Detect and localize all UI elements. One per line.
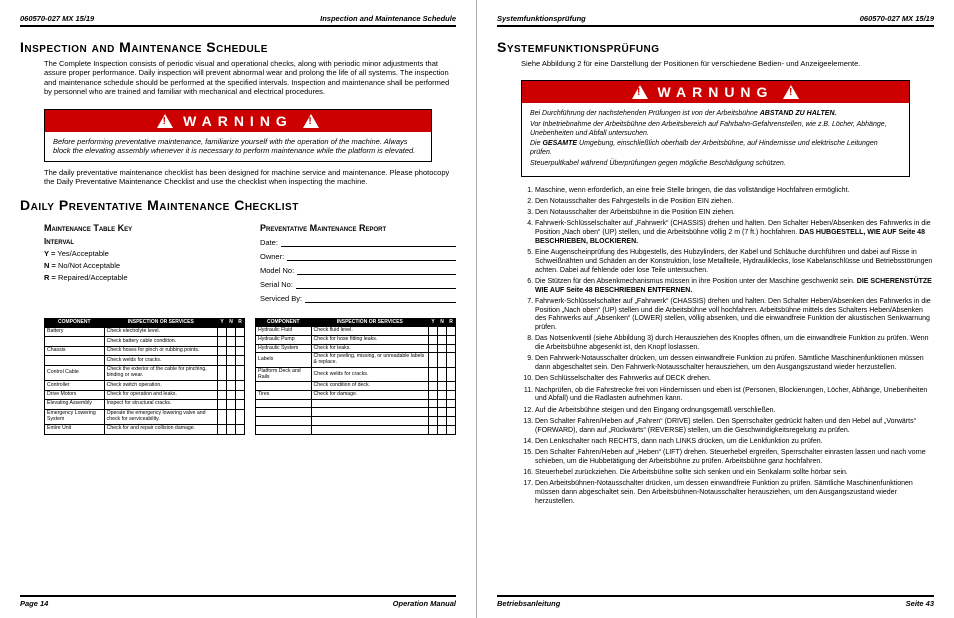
manual-name: Operation Manual: [393, 599, 456, 608]
table-row: [256, 417, 456, 426]
manual-name: Betriebsanleitung: [497, 599, 560, 608]
step-item: Auf die Arbeitsbühne steigen und den Ein…: [535, 407, 934, 416]
right-header: Systemfunktionsprüfung 060570-027 MX 15/…: [497, 14, 934, 27]
warning-triangle-icon: [632, 85, 648, 99]
right-page: Systemfunktionsprüfung 060570-027 MX 15/…: [477, 0, 954, 618]
table-row: TiresCheck for damage.: [256, 391, 456, 400]
header-title: Inspection and Maintenance Schedule: [320, 14, 456, 23]
step-item: Den Arbeitsbühnen-Notausschalter drücken…: [535, 480, 934, 506]
step-item: Den Lenkschalter nach RECHTS, dann nach …: [535, 438, 934, 447]
procedure-steps: Maschine, wenn erforderlich, an eine fre…: [521, 187, 934, 510]
page-number: Page 14: [20, 599, 48, 608]
maintenance-table-1: COMPONENTINSPECTION OR SERVICESYNRBatter…: [44, 318, 245, 435]
key-title: Maintenance Table Key: [44, 223, 240, 233]
step-item: Steuerhebel zurückziehen. Die Arbeitsbüh…: [535, 469, 934, 478]
warning-label: WARNUNG: [658, 84, 774, 100]
right-footer: Betriebsanleitung Seite 43: [497, 595, 934, 608]
step-item: Das Notsenkventil (siehe Abbildung 3) du…: [535, 335, 934, 353]
table-row: Elevating AssemblyInspect for structural…: [45, 400, 245, 409]
report-field: Serviced By:: [260, 294, 456, 303]
warning-body: Before performing preventative maintenan…: [45, 132, 431, 162]
table-row: BatteryCheck electrolyte level.: [45, 327, 245, 336]
table-row: Check battery cable condition.: [45, 337, 245, 346]
warning-paragraph: Vor Inbetriebnahme der Arbeitsbühne den …: [530, 121, 901, 139]
key-y: Y = Yes/Acceptable: [44, 249, 240, 258]
step-item: Den Notausschalter des Fahrgestells in d…: [535, 198, 934, 207]
warning-paragraph: Die GESAMTE Umgebung, einschließlich obe…: [530, 140, 901, 158]
warning-triangle-icon: [783, 85, 799, 99]
table-row: Emergency Lowering SystemOperate the eme…: [45, 409, 245, 425]
section-title-checklist: Daily Preventative Maintenance Checklist: [20, 197, 456, 213]
section-title-system: Systemfunktionsprüfung: [497, 39, 934, 55]
report-field: Model No:: [260, 266, 456, 275]
step-item: Den Schalter Fahren/Heben auf „Heben“ (L…: [535, 449, 934, 467]
doc-id: 060570-027 MX 15/19: [860, 14, 934, 23]
warning-triangle-icon: [303, 114, 319, 128]
step-item: Den Notausschalter der Arbeitsbühne in d…: [535, 209, 934, 218]
warning-banner: WARNING: [45, 110, 431, 132]
table-row: Entire UnitCheck for and repair collisio…: [45, 425, 245, 434]
report-title: Preventative Maintenance Report: [260, 223, 456, 233]
warning-paragraph: Steuerpultkabel während Überprüfungen ge…: [530, 160, 901, 169]
step-item: Nachprüfen, ob die Fahrstrecke frei von …: [535, 387, 934, 405]
table-row: Hydraulic FluidCheck fluid level.: [256, 327, 456, 336]
warning-body: Bei Durchführung der nachstehenden Prüfu…: [522, 103, 909, 176]
step-item: Maschine, wenn erforderlich, an eine fre…: [535, 187, 934, 196]
maintenance-tables: COMPONENTINSPECTION OR SERVICESYNRBatter…: [44, 318, 456, 435]
table-row: [256, 425, 456, 434]
report-field: Date:: [260, 238, 456, 247]
warning-banner: WARNUNG: [522, 81, 909, 103]
page-number: Seite 43: [906, 599, 934, 608]
left-footer: Page 14 Operation Manual: [20, 595, 456, 608]
step-item: Den Schlüsselschalter des Fahrwerks auf …: [535, 375, 934, 384]
table-row: LabelsCheck for peeling, missing, or unr…: [256, 353, 456, 367]
table-row: Hydraulic SystemCheck for leaks.: [256, 344, 456, 353]
interval-title: Interval: [44, 237, 240, 246]
table-row: Control CableCheck the exterior of the c…: [45, 365, 245, 381]
left-header: 060570-027 MX 15/19 Inspection and Maint…: [20, 14, 456, 27]
table-row: Drive MotorsCheck for operation and leak…: [45, 390, 245, 399]
left-page: 060570-027 MX 15/19 Inspection and Maint…: [0, 0, 477, 618]
key-n: N = No/Not Acceptable: [44, 261, 240, 270]
header-title: Systemfunktionsprüfung: [497, 14, 586, 23]
checklist-intro: The daily preventative maintenance check…: [44, 168, 456, 187]
step-item: Fahrwerk-Schlüsselschalter auf „Fahrwerk…: [535, 298, 934, 333]
warning-triangle-icon: [157, 114, 173, 128]
step-item: Den Fahrwerk-Notausschalter drücken, um …: [535, 355, 934, 373]
system-intro: Siehe Abbildung 2 für eine Darstellung d…: [521, 59, 934, 68]
table-row: Hydraulic PumpCheck for hose fitting lea…: [256, 335, 456, 344]
doc-id: 060570-027 MX 15/19: [20, 14, 94, 23]
table-row: [256, 408, 456, 417]
step-item: Den Schalter Fahren/Heben auf „Fahren“ (…: [535, 418, 934, 436]
step-item: Eine Augenscheinprüfung des Hubgestells,…: [535, 249, 934, 275]
step-item: Die Stützen für den Absenkmechanismus mü…: [535, 278, 934, 296]
maintenance-table-2: COMPONENTINSPECTION OR SERVICESYNRHydrau…: [255, 318, 456, 435]
table-row: Platform Deck and RailsCheck welds for c…: [256, 367, 456, 381]
table-row: ChassisCheck hoses for pinch or rubbing …: [45, 346, 245, 355]
report-field: Owner:: [260, 252, 456, 261]
section-title-inspection: Inspection and Maintenance Schedule: [20, 39, 456, 55]
warning-box-left: WARNING Before performing preventative m…: [44, 109, 432, 163]
warning-paragraph: Bei Durchführung der nachstehenden Prüfu…: [530, 110, 901, 119]
warning-label: WARNING: [183, 113, 293, 129]
table-row: Check welds for cracks.: [45, 356, 245, 365]
key-r: R = Repaired/Acceptable: [44, 273, 240, 282]
step-item: Fahrwerk-Schlüsselschalter auf „Fahrwerk…: [535, 220, 934, 246]
table-row: ControllerCheck switch operation.: [45, 381, 245, 390]
inspection-intro: The Complete Inspection consists of peri…: [44, 59, 456, 97]
key-report-row: Maintenance Table Key Interval Y = Yes/A…: [44, 219, 456, 308]
table-row: [256, 399, 456, 408]
report-field: Serial No:: [260, 280, 456, 289]
table-row: Check condition of deck.: [256, 382, 456, 391]
warning-box-right: WARNUNG Bei Durchführung der nachstehend…: [521, 80, 910, 177]
